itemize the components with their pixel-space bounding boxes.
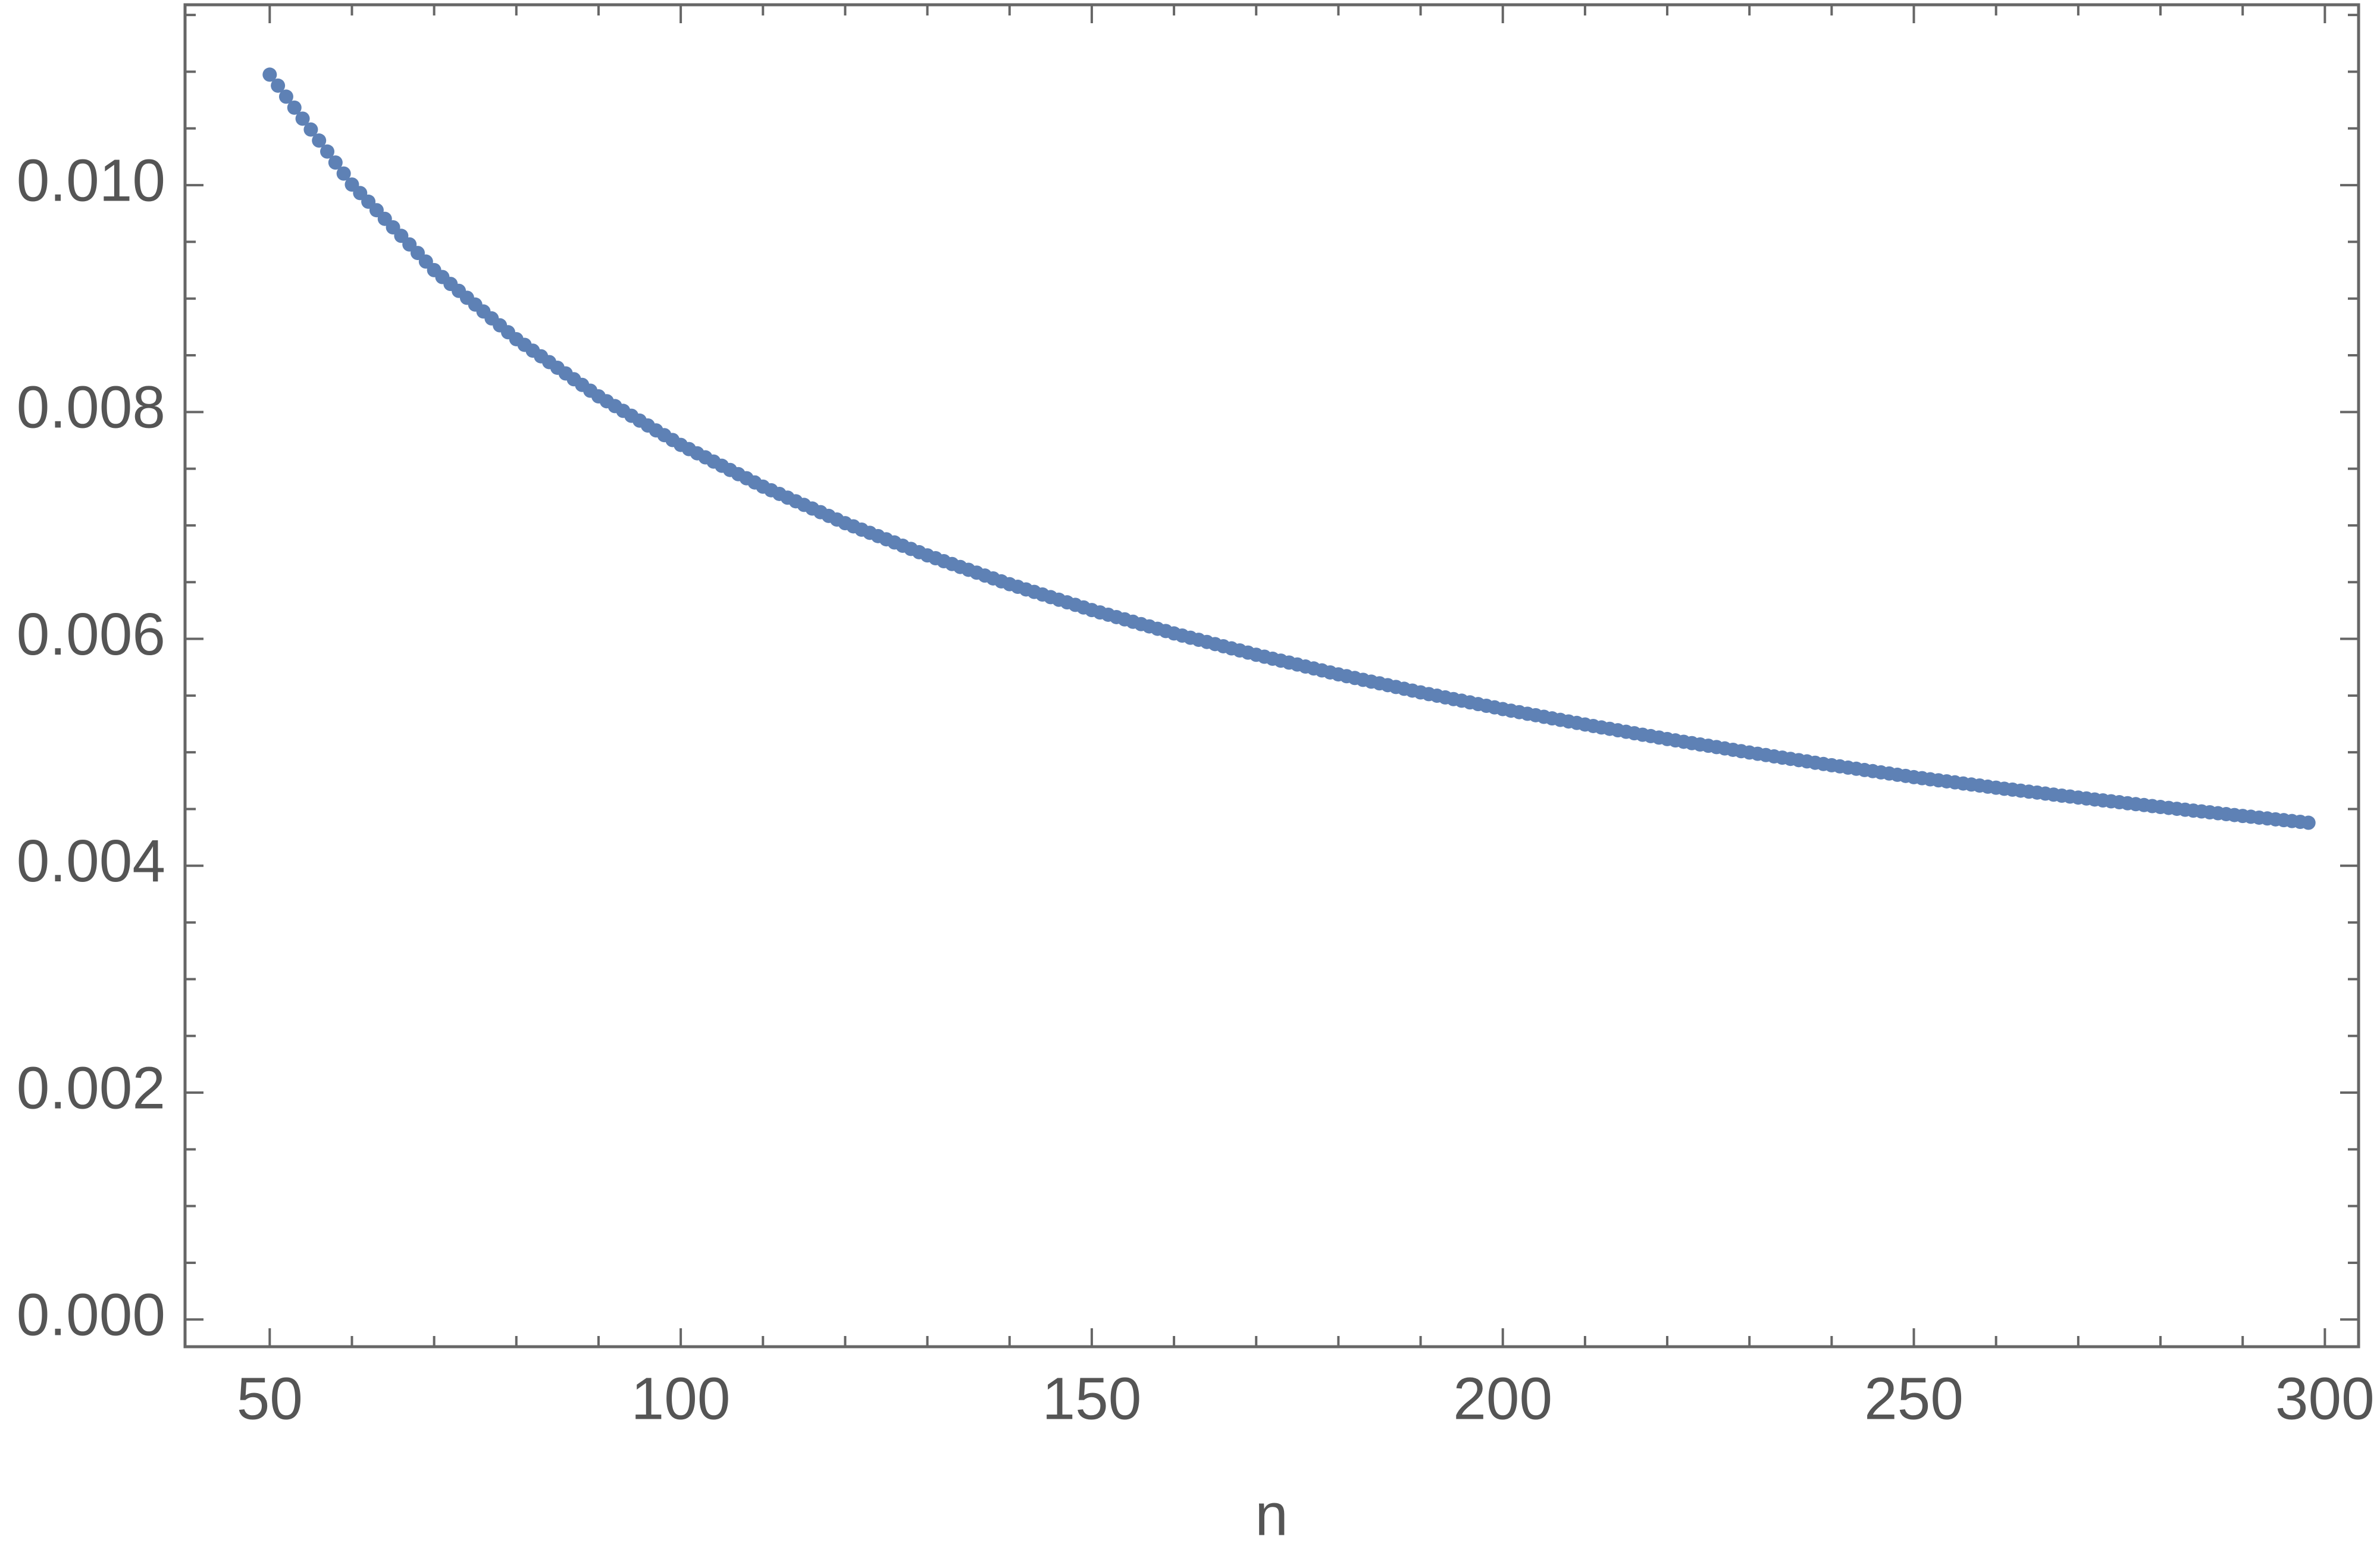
plot-frame xyxy=(183,3,2360,1348)
point xyxy=(336,166,351,181)
point xyxy=(312,133,327,148)
point xyxy=(262,67,277,82)
x-tick-label: 50 xyxy=(237,1365,303,1432)
x-tick-label: 100 xyxy=(631,1365,731,1432)
y-tick-label: 0.006 xyxy=(17,601,165,668)
y-tick-label: 0.010 xyxy=(17,148,165,214)
x-tick-label: 200 xyxy=(1453,1365,1552,1432)
point xyxy=(295,111,310,126)
x-tick-label: 250 xyxy=(1864,1365,1964,1432)
y-tick-label: 0.008 xyxy=(17,374,165,441)
x-tick-label: 150 xyxy=(1042,1365,1141,1432)
x-tick-label: 300 xyxy=(2275,1365,2375,1432)
point xyxy=(328,155,343,170)
y-tick-label: 0.004 xyxy=(17,828,165,894)
point xyxy=(278,89,293,104)
point xyxy=(320,144,335,159)
point xyxy=(303,122,318,137)
point xyxy=(2301,815,2316,830)
x-axis-label: n xyxy=(1255,1481,1288,1548)
y-tick-label: 0.002 xyxy=(17,1055,165,1121)
y-tick-label: 0.000 xyxy=(17,1282,165,1348)
point xyxy=(271,78,286,93)
point xyxy=(287,100,302,115)
